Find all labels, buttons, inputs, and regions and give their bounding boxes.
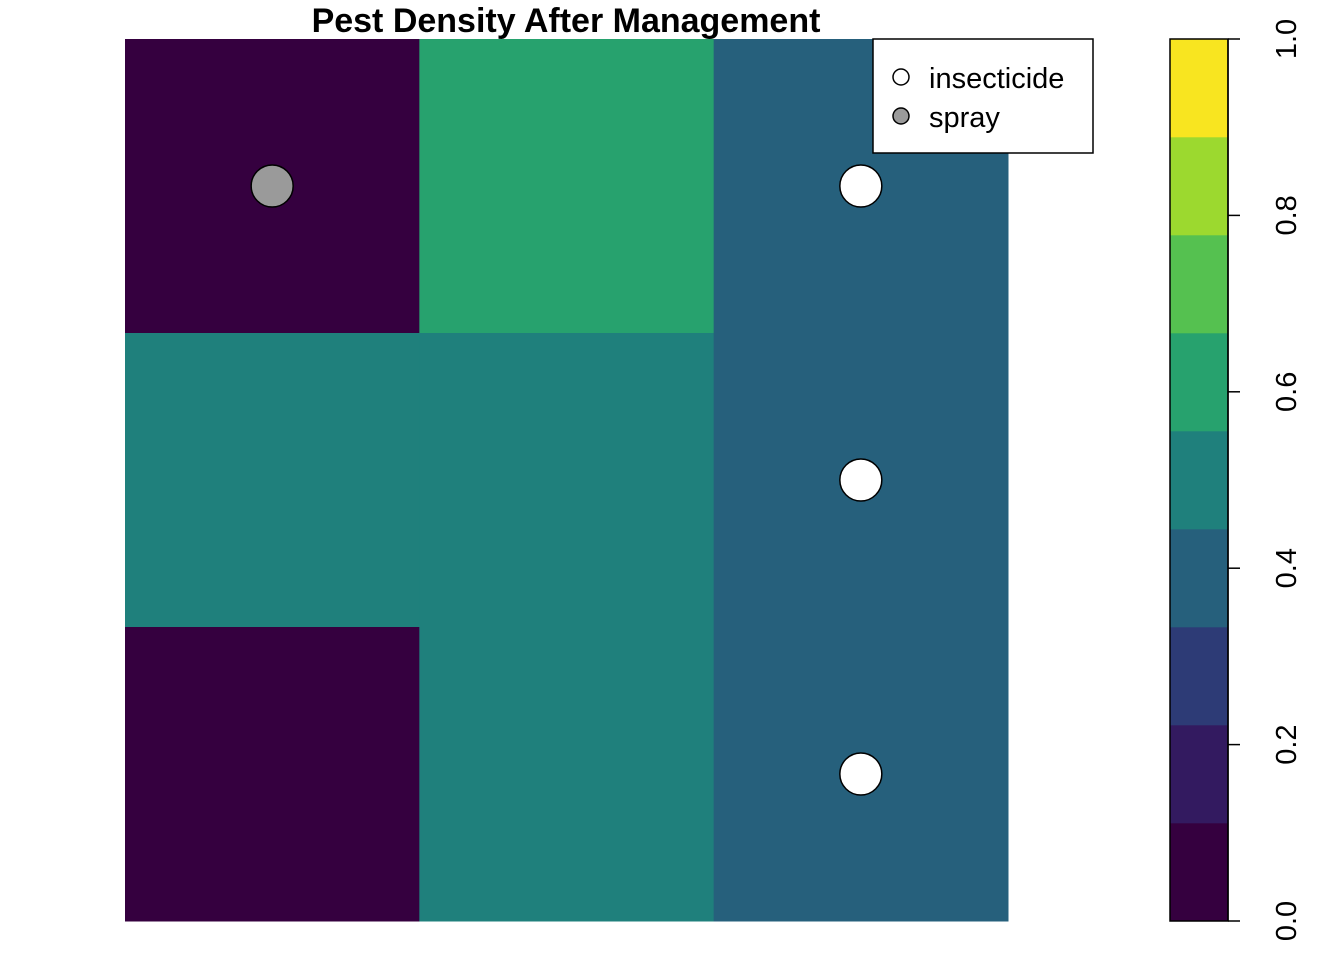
point-insecticide	[839, 752, 883, 796]
point-insecticide	[839, 164, 883, 208]
colorbar-axis: 0.0 0.2 0.4 0.6 0.8 1.0	[1227, 19, 1303, 941]
heatmap-cell	[419, 39, 715, 334]
heatmap-cell	[125, 333, 420, 628]
colorbar-tick-label: 0.0	[1271, 901, 1303, 941]
chart-title: Pest Density After Management	[312, 2, 821, 40]
colorbar-segment	[1170, 725, 1228, 824]
heatmap-cell	[125, 627, 420, 922]
colorbar-segment	[1170, 39, 1228, 138]
colorbar-segment	[1170, 529, 1228, 628]
heatmap-cells	[125, 39, 1009, 922]
colorbar-tick-label: 0.4	[1271, 548, 1303, 588]
legend-label-insecticide: insecticide	[929, 63, 1064, 95]
treatment-points	[250, 164, 883, 796]
legend-marker-spray	[892, 107, 910, 125]
colorbar-tick-label: 0.2	[1271, 724, 1303, 764]
colorbar-segment	[1170, 235, 1228, 334]
heatmap-cell	[419, 333, 715, 628]
colorbar-segment	[1170, 431, 1228, 530]
colorbar	[1169, 38, 1229, 922]
colorbar-tick-label: 1.0	[1271, 19, 1303, 59]
colorbar-segment	[1170, 333, 1228, 432]
point-spray	[250, 164, 294, 208]
legend-label-spray: spray	[929, 102, 1000, 134]
legend-box	[872, 38, 1094, 154]
legend: insecticide spray	[872, 38, 1094, 154]
colorbar-tick-label: 0.6	[1271, 372, 1303, 412]
point-insecticide	[839, 458, 883, 502]
colorbar-segment	[1170, 823, 1228, 922]
colorbar-segment	[1170, 137, 1228, 236]
legend-marker-insecticide	[892, 68, 910, 86]
colorbar-tick-label: 0.8	[1271, 195, 1303, 235]
colorbar-segment	[1170, 627, 1228, 726]
heatmap-cell	[419, 627, 715, 922]
